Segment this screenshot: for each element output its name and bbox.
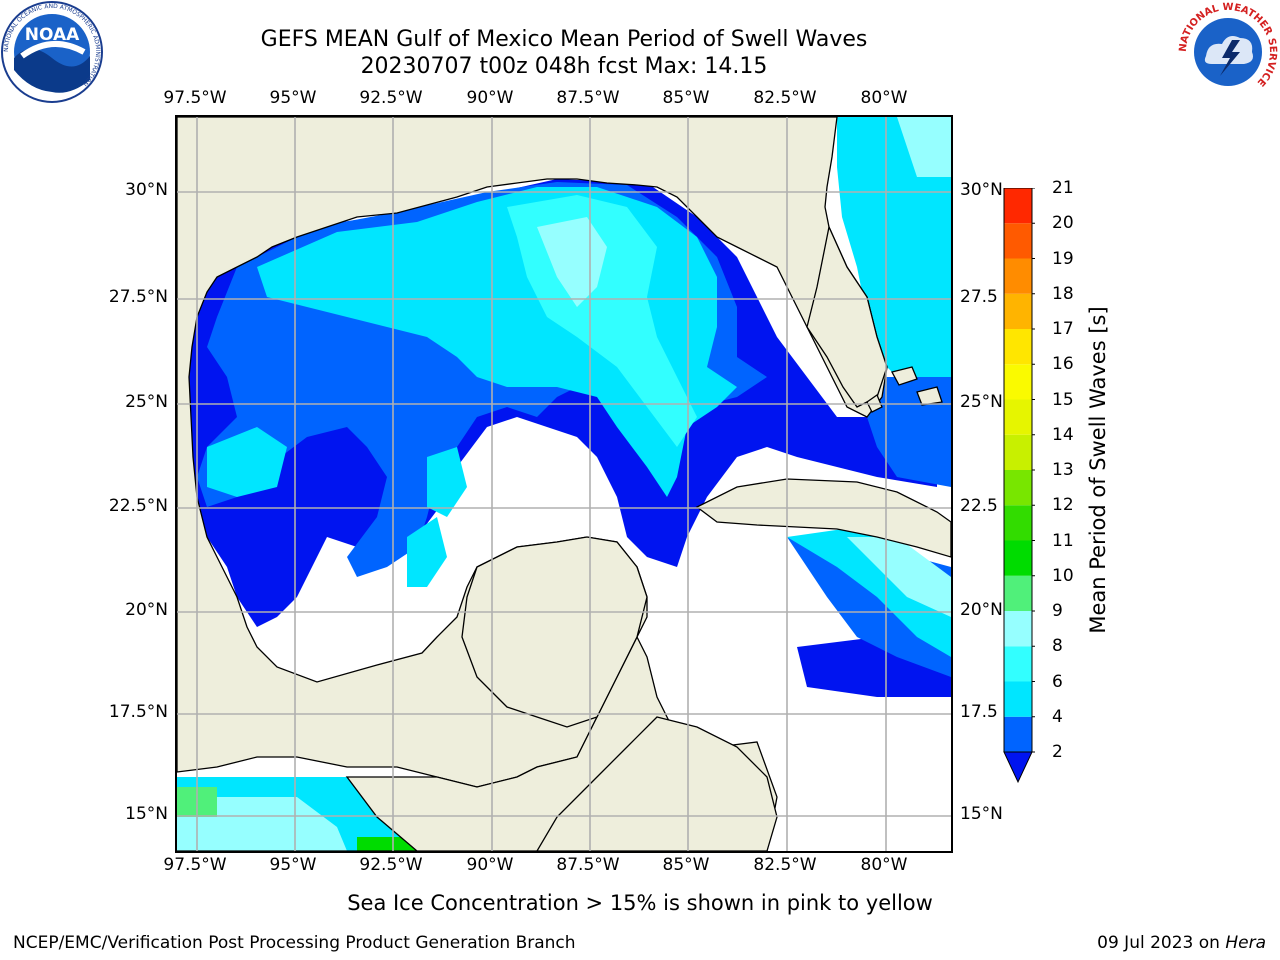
land-yucatan <box>461 536 648 728</box>
colorbar-segment-15 <box>1004 188 1032 224</box>
colorbar-tick-6: 11 <box>1052 530 1074 551</box>
lat_labels_left-6: 15°N <box>125 804 168 824</box>
lon_labels-2: 92.5°W <box>359 88 423 108</box>
colorbar-segment-5 <box>1004 540 1032 576</box>
colorbar <box>1003 188 1035 784</box>
lon_labels-5: 85°W <box>662 855 710 875</box>
lat_labels_left-5: 17.5°N <box>108 702 168 722</box>
colorbar-segment-1 <box>1004 681 1032 717</box>
colorbar-segment-11 <box>1004 329 1032 365</box>
lon_labels-3: 90°W <box>466 88 514 108</box>
lat_labels_left-1: 27.5°N <box>108 287 168 307</box>
lon_labels-7: 80°W <box>860 855 908 875</box>
lat_labels_right-6: 15°N <box>960 804 1003 824</box>
lat_labels_left-0: 30°N <box>125 180 168 200</box>
colorbar-segment-13 <box>1004 258 1032 294</box>
colorbar-tick-7: 12 <box>1052 495 1074 516</box>
land <box>177 117 951 851</box>
lon_labels-0: 97.5°W <box>163 88 227 108</box>
nws-logo: NATIONAL WEATHER SERVICE <box>1178 2 1278 102</box>
lat_labels_right-5: 17.5 <box>960 702 998 722</box>
colorbar-tick-12: 17 <box>1052 319 1074 339</box>
colorbar-segment-9 <box>1004 399 1032 435</box>
lon_labels-5: 85°W <box>662 88 710 108</box>
colorbar-tick-14: 19 <box>1052 248 1074 269</box>
colorbar-tick-9: 14 <box>1052 424 1074 445</box>
noaa-logo-text: NOAA <box>25 25 80 45</box>
lon_labels-0: 97.5°W <box>163 855 227 875</box>
land-cuba <box>695 478 951 558</box>
swell-period-map <box>177 117 951 851</box>
lat_labels_left-2: 25°N <box>125 392 168 412</box>
graticule <box>177 117 951 851</box>
lon_labels-1: 95°W <box>269 855 317 875</box>
colorbar-segment-6 <box>1004 505 1032 541</box>
lon_labels-4: 87.5°W <box>556 855 620 875</box>
sea-ice-note: Sea Ice Concentration > 15% is shown in … <box>347 891 933 915</box>
lon_labels-7: 80°W <box>860 88 908 108</box>
footer-date-text: 09 Jul 2023 on <box>1097 933 1226 953</box>
colorbar-tick-11: 16 <box>1052 354 1074 375</box>
colorbar-extend-arrow <box>1003 751 1033 784</box>
wave-period-fields <box>177 117 951 851</box>
land-florida <box>806 224 888 408</box>
footer-producer: NCEP/EMC/Verification Post Processing Pr… <box>13 933 576 953</box>
colorbar-tick-8: 13 <box>1052 460 1074 480</box>
colorbar-segment-8 <box>1004 434 1032 470</box>
lat_labels_right-2: 25°N <box>960 392 1003 412</box>
land-honduras <box>536 716 778 851</box>
lat_labels_left-3: 22.5°N <box>108 496 168 516</box>
colorbar-tick-0: 2 <box>1052 742 1063 762</box>
lat_labels_right-1: 27.5 <box>960 287 998 307</box>
colorbar-tick-15: 20 <box>1052 213 1074 234</box>
colorbar-segment-7 <box>1004 470 1032 506</box>
colorbar-tick-4: 9 <box>1052 601 1063 621</box>
colorbar-segment-10 <box>1004 364 1032 400</box>
lon_labels-4: 87.5°W <box>556 88 620 108</box>
colorbar-tick-5: 10 <box>1052 565 1074 586</box>
footer-date: 09 Jul 2023 on Hera <box>1097 933 1266 953</box>
chart-subtitle: 20230707 t00z 048h fcst Max: 14.15 <box>360 54 768 79</box>
lat_labels_left-4: 20°N <box>125 600 168 620</box>
lon_labels-2: 92.5°W <box>359 855 423 875</box>
lon_labels-6: 82.5°W <box>753 88 817 108</box>
footer-host: Hera <box>1225 933 1266 953</box>
lat_labels_right-0: 30°N <box>960 180 1003 200</box>
colorbar-segment-12 <box>1004 293 1032 329</box>
lon_labels-3: 90°W <box>466 855 514 875</box>
lon_labels-6: 82.5°W <box>753 855 817 875</box>
colorbar-segment-4 <box>1004 575 1032 611</box>
noaa-logo: NOAA NATIONAL OCEANIC AND ATMOSPHERIC AD… <box>1 1 103 103</box>
colorbar-tick-1: 4 <box>1052 706 1063 727</box>
lat_labels_right-3: 22.5 <box>960 496 998 516</box>
chart-title: GEFS MEAN Gulf of Mexico Mean Period of … <box>260 27 868 52</box>
colorbar-tick-2: 6 <box>1052 671 1063 692</box>
colorbar-tick-10: 15 <box>1052 389 1074 410</box>
colorbar-tick-3: 8 <box>1052 636 1063 657</box>
lat_labels_right-4: 20°N <box>960 600 1003 620</box>
field-atlantic <box>837 117 951 377</box>
colorbar-segment-14 <box>1004 223 1032 259</box>
colorbar-tick-16: 21 <box>1052 178 1074 198</box>
colorbar-label: Mean Period of Swell Waves [s] <box>1086 306 1110 634</box>
map-panel <box>175 115 953 853</box>
lon_labels-1: 95°W <box>269 88 317 108</box>
colorbar-segment-3 <box>1004 611 1032 647</box>
colorbar-segment-2 <box>1004 646 1032 682</box>
colorbar-segment-0 <box>1004 716 1032 752</box>
colorbar-tick-13: 18 <box>1052 283 1074 304</box>
